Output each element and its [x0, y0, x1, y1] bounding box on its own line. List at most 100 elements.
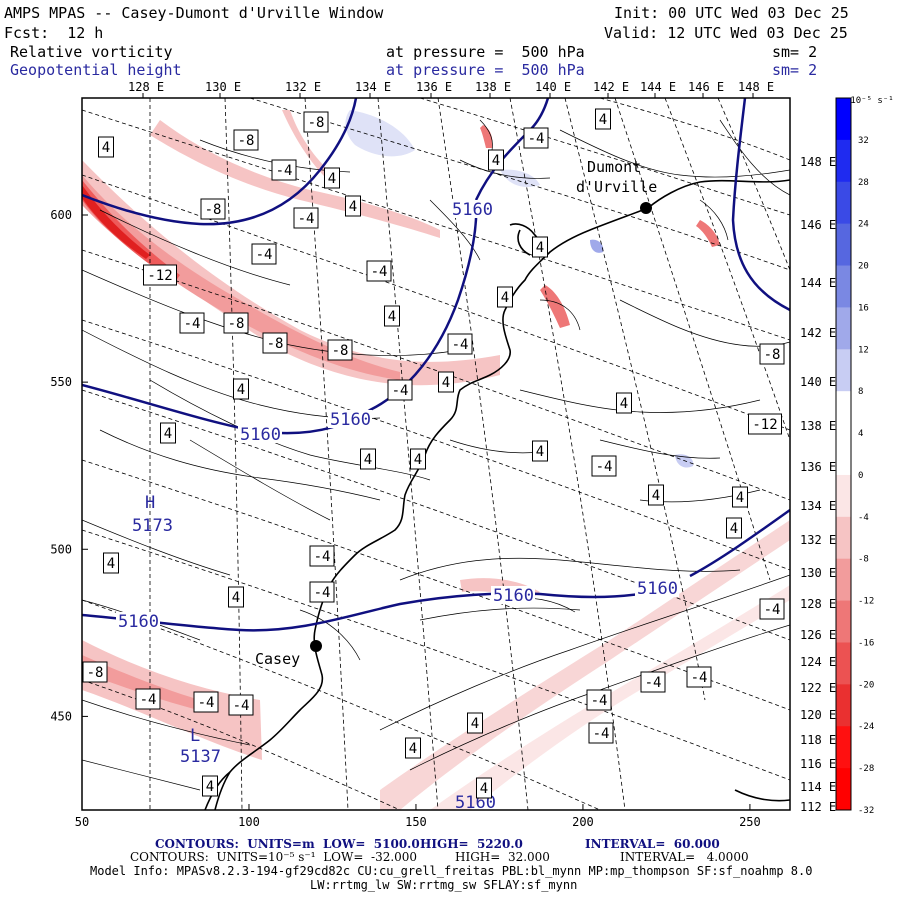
vorticity-label-box: [748, 413, 782, 435]
field2-smoothing: sm= 2: [772, 61, 818, 79]
vorticity-label: -8: [205, 202, 222, 218]
vorticity-label: 4: [328, 171, 336, 187]
vorticity-label: -4: [298, 211, 315, 227]
vorticity-label: -8: [238, 133, 255, 149]
longitude-label: 136 E: [416, 80, 452, 94]
vorticity-label-box: [303, 111, 329, 133]
x-tick-label: 50: [75, 815, 89, 829]
latitude-label: 114 E: [800, 780, 836, 794]
vorticity-label-box: [648, 484, 664, 506]
extrema: H 5173 L 5137 5160: [132, 493, 496, 813]
vorticity-label-box: [309, 581, 335, 603]
vorticity-label-box: [523, 127, 549, 149]
colorbar-swatch: [836, 516, 851, 560]
colorbar-label: -16: [858, 638, 874, 648]
latitude-label: 130 E: [800, 566, 836, 580]
vorticity-label-box: [82, 661, 108, 683]
colorbar-label: -28: [858, 764, 874, 774]
vorticity-label: 4: [349, 199, 357, 215]
coastline: [204, 179, 790, 810]
vorticity-label-box: [271, 159, 297, 181]
vorticity-label: -4: [184, 316, 201, 332]
vorticity-label: -4: [764, 602, 781, 618]
colorbar-label: -32: [858, 806, 874, 816]
vorticity-label-box: [366, 260, 392, 282]
low-letter: L: [190, 726, 200, 746]
vorticity-label-box: [309, 545, 335, 567]
latitude-label: 138 E: [800, 419, 836, 433]
vorticity-label: -4: [314, 585, 331, 601]
init-time: Init: 00 UTC Wed 03 Dec 25: [614, 4, 849, 22]
vorticity-labels: 4 -8-8 4-4 44-4-8-4-44-4-12-4 -8-8 -84-444 -44…: [82, 108, 785, 799]
latitude-label: 126 E: [800, 628, 836, 642]
vorticity-label: -12: [147, 268, 172, 284]
latitude-label: 122 E: [800, 681, 836, 695]
vorticity-label: -8: [308, 115, 325, 131]
vorticity-label-box: [228, 694, 254, 716]
vorticity-label: 4: [501, 290, 509, 306]
latitude-label: 120 E: [800, 708, 836, 722]
latitude-label: 136 E: [800, 460, 836, 474]
latitude-label: 144 E: [800, 276, 836, 290]
vorticity-label-box: [200, 198, 226, 220]
longitude-label: 134 E: [355, 80, 391, 94]
latitude-label: 134 E: [800, 499, 836, 513]
high-value: 5173: [132, 516, 173, 536]
forecast-hour: Fcst: 12 h: [4, 24, 104, 42]
vorticity-label: 4: [442, 375, 450, 391]
latlon-grid: [82, 98, 790, 810]
vorticity-contours: [82, 119, 790, 791]
vorticity-label-box: [324, 167, 340, 189]
vorticity-label-box: [193, 691, 219, 713]
vorticity-label: 4: [237, 382, 245, 398]
low-value: 5137: [180, 747, 221, 767]
footer-height-interval: INTERVAL= 60.000: [585, 837, 720, 851]
latitude-label: 146 E: [800, 218, 836, 232]
colorbar-label: 0: [858, 471, 863, 481]
latitude-label: 142 E: [800, 326, 836, 340]
x-tick-label: 250: [739, 815, 761, 829]
field1-smoothing: sm= 2: [772, 43, 818, 61]
vorticity-label-box: [405, 737, 421, 759]
geopotential-label-bg: [116, 612, 160, 630]
station-casey-label: Casey: [255, 650, 300, 668]
vorticity-label: 4: [536, 444, 544, 460]
vorticity-colorbar: 32 28 24 20 16 12 8 4 0 -4 -8 -12 -16 -20 -24 -28 -32: [835, 97, 874, 816]
colorbar-swatch: [836, 265, 851, 308]
vorticity-label: 4: [599, 112, 607, 128]
vorticity-label: 4: [480, 781, 488, 797]
vorticity-label-box: [467, 712, 483, 734]
vorticity-label-box: [410, 448, 426, 470]
vorticity-label: -8: [228, 316, 245, 332]
longitude-label: 146 E: [688, 80, 724, 94]
vorticity-label-box: [223, 312, 249, 334]
plot-title: AMPS MPAS -- Casey-Dumont d'Urville Wind…: [4, 4, 384, 22]
vorticity-label-box: [233, 378, 249, 400]
field2-level: at pressure = 500 hPa: [386, 61, 585, 79]
station-dumont-label: Dumont: [587, 158, 641, 176]
vorticity-label-box: [251, 243, 277, 265]
colorbar-swatch: [836, 391, 851, 434]
y-tick-label: 450: [50, 709, 72, 723]
x-tick-label: 150: [405, 815, 427, 829]
vorticity-label: -4: [392, 383, 409, 399]
vorticity-label-box: [686, 666, 712, 688]
colorbar-swatch: [836, 433, 851, 476]
vorticity-label-box: [228, 586, 244, 608]
colorbar-unit: 10⁻⁵ s⁻¹: [850, 96, 893, 106]
geopotential-label: 5160: [118, 612, 159, 632]
vorticity-label: 4: [652, 488, 660, 504]
vorticity-label: -4: [371, 264, 388, 280]
vorticity-label: 4: [536, 240, 544, 256]
high-letter: H: [145, 493, 155, 513]
x-tick-label: 100: [238, 815, 260, 829]
vorticity-label: -4: [233, 698, 250, 714]
colorbar-swatch: [836, 600, 851, 643]
geopotential-label: 5160: [240, 425, 281, 445]
vorticity-label: -4: [198, 695, 215, 711]
latitude-label: 140 E: [800, 375, 836, 389]
colorbar-label: 4: [858, 429, 863, 439]
footer-model-info: Model Info: MPASv8.2.3-194-gf29cd82c CU:…: [90, 864, 813, 878]
vorticity-label-box: [732, 486, 748, 508]
longitude-label: 148 E: [738, 80, 774, 94]
